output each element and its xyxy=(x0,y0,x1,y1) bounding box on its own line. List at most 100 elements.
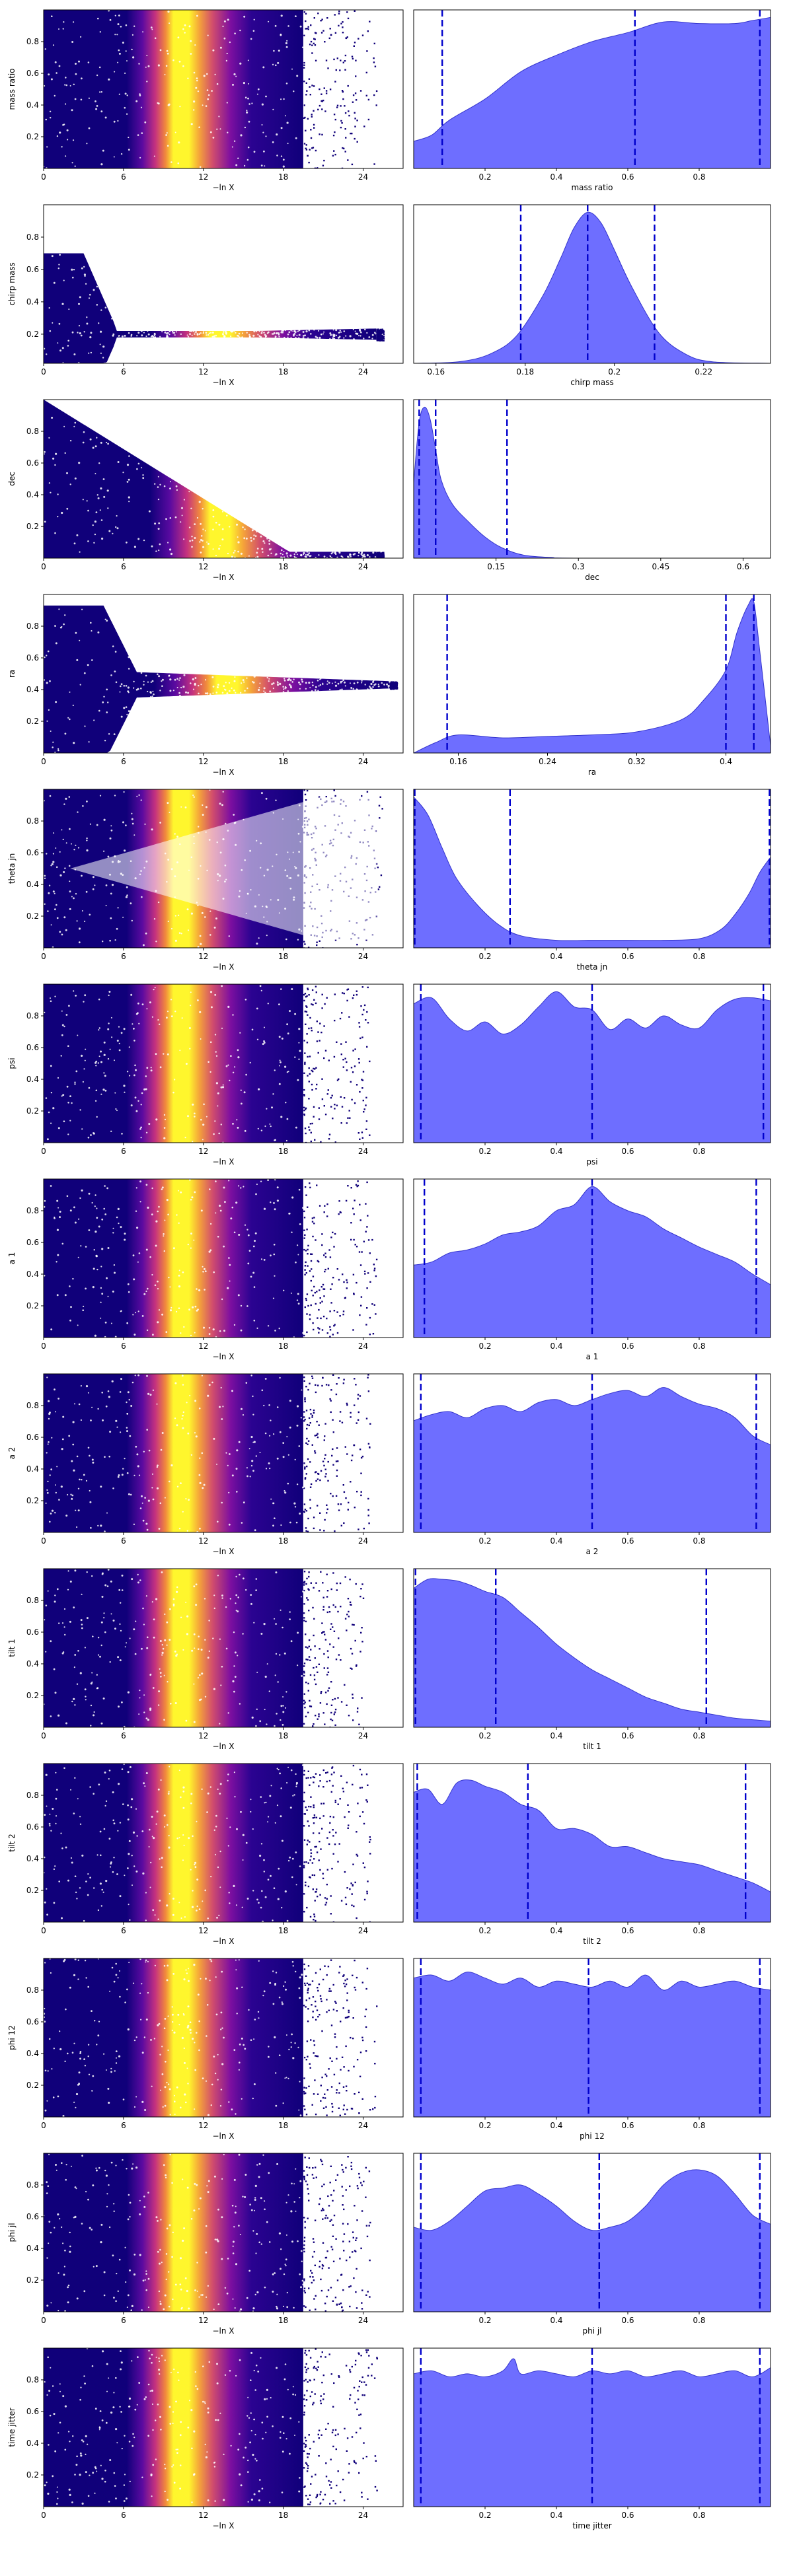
scatter-gap xyxy=(59,1211,61,1213)
scatter-gap xyxy=(215,1853,216,1855)
scatter-gap xyxy=(176,678,178,680)
scatter-gap xyxy=(233,73,236,76)
scatter-gap xyxy=(252,1470,254,1472)
scatter-gap xyxy=(311,690,313,692)
scatter-gap xyxy=(359,335,361,337)
scatter-gap xyxy=(124,106,126,109)
scatter-gap xyxy=(152,1334,154,1336)
scatter-gap xyxy=(265,797,268,800)
scatter-point xyxy=(347,85,349,87)
scatter-gap xyxy=(83,1001,85,1003)
scatter-gap xyxy=(297,1631,299,1634)
scatter-point xyxy=(355,59,357,61)
scatter-point xyxy=(315,1303,317,1305)
scatter-gap xyxy=(228,1892,230,1894)
scatter-point xyxy=(311,1221,314,1223)
scatter-gap xyxy=(62,838,64,840)
scatter-gap xyxy=(333,335,336,338)
scatter-point xyxy=(344,1980,346,1982)
x-tick-label: 18 xyxy=(278,1536,288,1546)
scatter-point xyxy=(310,1279,312,1282)
scatter-gap xyxy=(128,501,130,503)
scatter-gap xyxy=(190,2032,192,2034)
scatter-gap xyxy=(189,540,191,542)
scatter-gap xyxy=(59,874,62,877)
scatter-gap xyxy=(87,1894,89,1896)
scatter-gap xyxy=(132,1831,135,1834)
scatter-gap xyxy=(149,1828,151,1831)
scatter-point xyxy=(305,129,307,131)
scatter-point xyxy=(303,1571,306,1573)
scatter-gap xyxy=(285,1102,287,1104)
scatter-gap xyxy=(219,1723,221,1725)
scatter-point xyxy=(350,1412,352,1414)
scatter-point xyxy=(361,1251,363,1253)
scatter-point xyxy=(304,1813,306,1815)
scatter-gap xyxy=(100,1301,102,1303)
x-tick-label: 0.15 xyxy=(487,562,505,571)
scatter-gap xyxy=(369,686,371,688)
scatter-gap xyxy=(178,1222,180,1225)
scatter-gap xyxy=(353,554,355,556)
scatter-gap xyxy=(258,330,260,332)
scatter-gap xyxy=(208,1650,210,1653)
scatter-point xyxy=(347,1509,349,1511)
scatter-point xyxy=(311,1089,313,1091)
scatter-point xyxy=(305,1473,307,1475)
scatter-point xyxy=(313,1776,316,1779)
scatter-gap xyxy=(279,1654,281,1656)
scatter-gap xyxy=(180,1616,182,1618)
scatter-point xyxy=(326,1667,329,1669)
scatter-gap xyxy=(260,989,262,991)
scatter-point xyxy=(369,1921,371,1922)
scatter-gap xyxy=(285,552,288,555)
scatter-point xyxy=(377,888,380,890)
scatter-gap xyxy=(63,1025,65,1028)
scatter-gap xyxy=(174,334,176,336)
scatter-gap xyxy=(138,794,140,797)
scatter-gap xyxy=(255,1193,257,1196)
scatter-point xyxy=(323,1667,325,1669)
scatter-point xyxy=(347,1598,350,1600)
scatter-gap xyxy=(286,555,288,557)
scatter-gap xyxy=(74,98,77,100)
scatter-point xyxy=(311,2004,313,2006)
scatter-point xyxy=(353,1213,355,1215)
scatter-gap xyxy=(63,1767,65,1770)
scatter-gap xyxy=(104,1321,107,1324)
scatter-gap xyxy=(349,335,352,338)
scatter-gap xyxy=(353,338,355,341)
y-tick-label: 0.4 xyxy=(26,1854,39,1863)
scatter-gap xyxy=(90,1419,92,1421)
x-tick-label: 12 xyxy=(198,172,208,182)
scatter-gap xyxy=(241,1408,243,1410)
scatter-gap xyxy=(121,1574,124,1577)
scatter-gap xyxy=(268,678,270,680)
scatter-point xyxy=(380,874,383,877)
scatter-point xyxy=(305,149,308,151)
scatter-gap xyxy=(263,1207,266,1210)
scatter-point xyxy=(330,1704,333,1706)
scatter-gap xyxy=(223,1186,225,1189)
scatter-gap xyxy=(184,1916,186,1918)
scatter-point xyxy=(303,1106,305,1108)
scatter-gap xyxy=(219,1783,222,1785)
scatter-gap xyxy=(64,867,66,869)
scatter-point xyxy=(326,1203,328,1205)
scatter-gap xyxy=(202,331,205,333)
scatter-point xyxy=(358,38,359,40)
scatter-point xyxy=(307,1530,309,1532)
scatter-point xyxy=(308,1645,310,1647)
scatter-gap xyxy=(225,1452,227,1454)
scatter-point xyxy=(307,1244,309,1247)
scatter-gap xyxy=(286,1118,289,1120)
scatter-point xyxy=(311,1289,313,1292)
scatter-point xyxy=(315,1773,317,1775)
scatter-gap xyxy=(146,1008,148,1010)
scatter-gap xyxy=(56,135,59,137)
scatter-gap xyxy=(231,330,233,333)
scatter-gap xyxy=(167,52,169,55)
scatter-gap xyxy=(154,483,156,485)
scatter-gap xyxy=(264,336,267,338)
